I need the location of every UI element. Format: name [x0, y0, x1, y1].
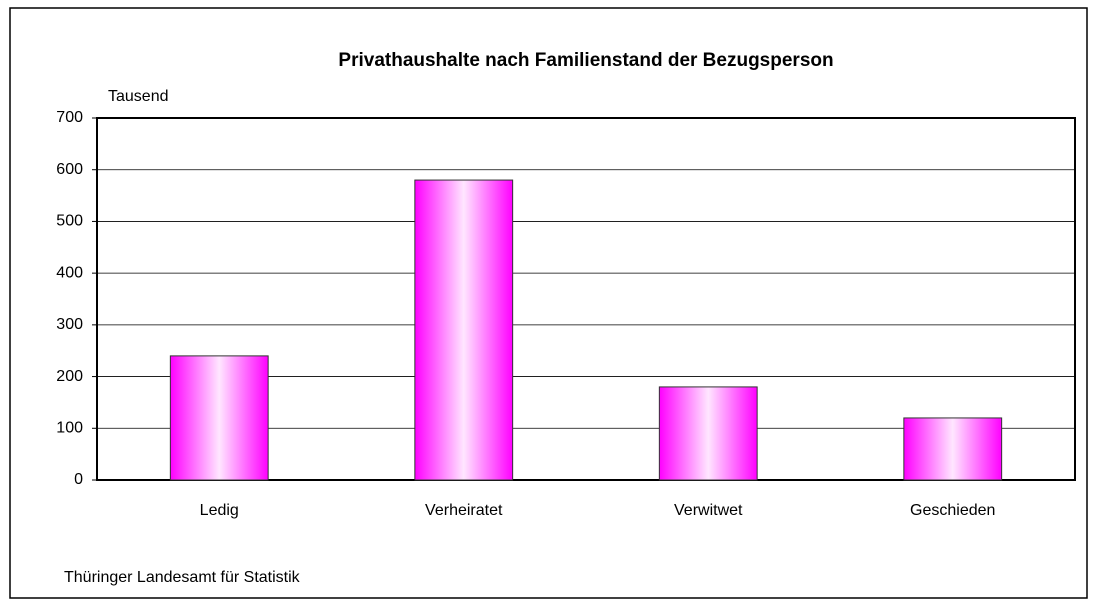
- y-tick-label: 600: [56, 161, 83, 178]
- bar: [414, 179, 514, 481]
- bar: [169, 355, 269, 481]
- y-axis-unit: Tausend: [108, 88, 169, 105]
- x-tick-label: Geschieden: [910, 502, 995, 519]
- y-tick-label: 700: [56, 109, 83, 126]
- bar: [903, 417, 1003, 481]
- x-tick-label: Verheiratet: [425, 502, 503, 519]
- y-tick-label: 100: [56, 420, 83, 437]
- plot-area: 0 100 200 300 400 500 600 700 Ledig Verheiratet Ve…: [56, 109, 1076, 519]
- y-tick-label: 200: [56, 368, 83, 385]
- y-tick-label: 500: [56, 213, 83, 230]
- x-tick-label: Verwitwet: [674, 502, 743, 519]
- chart-title: Privathaushalte nach Familienstand der B…: [338, 50, 833, 71]
- source-note: Thüringer Landesamt für Statistik: [64, 569, 301, 586]
- bar: [658, 386, 758, 481]
- frame: [9, 7, 1088, 599]
- y-tick-label: 300: [56, 316, 83, 333]
- y-tick-label: 400: [56, 264, 83, 281]
- x-tick-label: Ledig: [200, 502, 239, 519]
- plot-border: [96, 117, 1076, 481]
- y-tick-label: 0: [74, 471, 83, 488]
